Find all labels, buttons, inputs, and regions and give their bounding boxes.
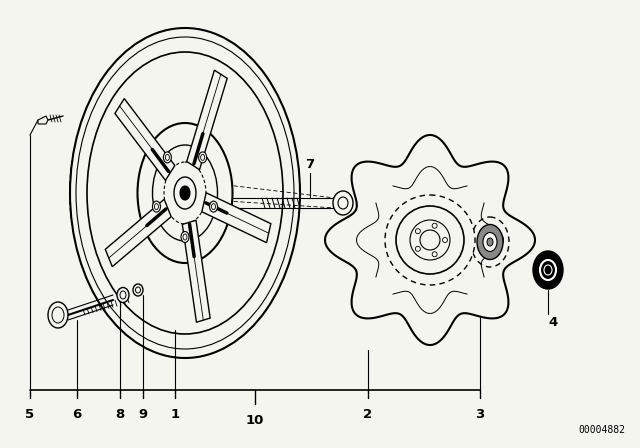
Text: 7: 7 xyxy=(305,159,315,172)
Ellipse shape xyxy=(165,155,170,160)
Ellipse shape xyxy=(432,252,437,257)
Polygon shape xyxy=(202,193,271,243)
Ellipse shape xyxy=(533,251,563,289)
Ellipse shape xyxy=(333,191,353,215)
Text: 3: 3 xyxy=(476,408,484,421)
Ellipse shape xyxy=(164,162,206,224)
Ellipse shape xyxy=(200,155,205,160)
Ellipse shape xyxy=(117,288,129,302)
Ellipse shape xyxy=(183,234,187,240)
Ellipse shape xyxy=(70,28,300,358)
Ellipse shape xyxy=(152,145,218,241)
Polygon shape xyxy=(106,199,171,267)
Polygon shape xyxy=(182,220,210,322)
Ellipse shape xyxy=(52,307,64,323)
Ellipse shape xyxy=(442,237,447,242)
Ellipse shape xyxy=(154,203,159,210)
Ellipse shape xyxy=(209,201,218,212)
Ellipse shape xyxy=(212,203,216,210)
Text: 6: 6 xyxy=(72,408,82,421)
Ellipse shape xyxy=(163,152,172,163)
Ellipse shape xyxy=(338,197,348,209)
Polygon shape xyxy=(325,135,535,345)
Ellipse shape xyxy=(198,152,207,163)
Text: 2: 2 xyxy=(364,408,372,421)
Polygon shape xyxy=(187,70,227,170)
Polygon shape xyxy=(38,116,48,124)
Text: 4: 4 xyxy=(548,316,557,329)
Ellipse shape xyxy=(180,186,190,200)
Ellipse shape xyxy=(181,232,189,242)
Ellipse shape xyxy=(174,177,196,209)
Ellipse shape xyxy=(133,284,143,296)
Text: 8: 8 xyxy=(115,408,125,421)
Ellipse shape xyxy=(70,48,264,338)
Ellipse shape xyxy=(48,302,68,328)
Ellipse shape xyxy=(415,228,420,234)
Text: 1: 1 xyxy=(170,408,180,421)
Ellipse shape xyxy=(76,37,294,349)
Polygon shape xyxy=(115,99,175,181)
Ellipse shape xyxy=(385,195,475,285)
Ellipse shape xyxy=(471,217,509,267)
Ellipse shape xyxy=(410,220,450,260)
Ellipse shape xyxy=(152,201,161,212)
Ellipse shape xyxy=(120,291,126,299)
Ellipse shape xyxy=(138,123,232,263)
Ellipse shape xyxy=(483,233,497,251)
Ellipse shape xyxy=(415,246,420,251)
Ellipse shape xyxy=(420,230,440,250)
Ellipse shape xyxy=(544,265,552,275)
Text: 10: 10 xyxy=(246,414,264,427)
Text: 5: 5 xyxy=(26,408,35,421)
Ellipse shape xyxy=(432,223,437,228)
Ellipse shape xyxy=(487,238,493,246)
Ellipse shape xyxy=(396,206,464,274)
Text: 00004882: 00004882 xyxy=(578,425,625,435)
Ellipse shape xyxy=(477,224,503,259)
Ellipse shape xyxy=(136,287,141,293)
Ellipse shape xyxy=(87,52,283,334)
Ellipse shape xyxy=(540,260,556,280)
Text: 9: 9 xyxy=(138,408,148,421)
